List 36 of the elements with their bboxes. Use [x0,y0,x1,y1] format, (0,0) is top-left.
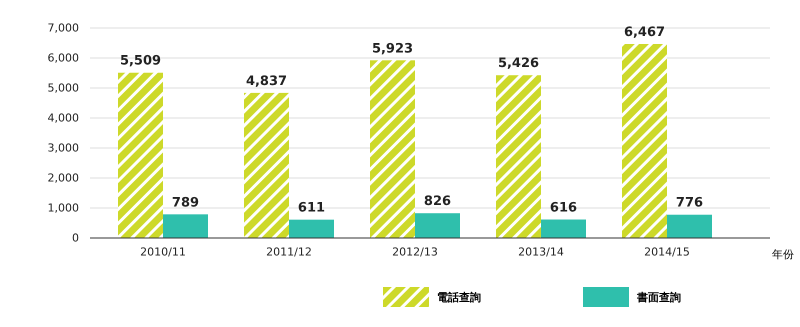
x-tick-label: 2013/14 [518,245,564,258]
data-label: 616 [550,200,578,216]
bar [289,220,334,238]
bar [244,92,289,238]
bar [622,44,667,238]
y-tick-label: 3,000 [48,142,79,155]
bar [496,75,541,238]
y-tick-label: 0 [72,232,79,245]
x-axis-title: 年份 [772,248,794,261]
y-tick-label: 7,000 [48,22,79,35]
data-label: 5,426 [498,56,540,72]
data-label: 5,509 [120,54,162,69]
legend-label: 書面查詢 [636,291,681,304]
legend-label: 電話查詢 [437,291,481,304]
y-tick-label: 6,000 [48,52,79,65]
data-label: 6,467 [624,24,666,40]
data-label: 5,923 [372,41,414,56]
x-tick-label: 2011/12 [266,245,312,258]
data-label: 776 [676,196,704,211]
x-tick-label: 2012/13 [392,245,438,258]
bar [163,214,208,238]
y-tick-label: 4,000 [48,112,79,125]
x-tick-label: 2014/15 [644,245,690,258]
data-label: 611 [298,200,326,216]
bar [541,220,586,238]
bar [667,214,712,238]
y-tick-label: 5,000 [48,82,79,95]
y-tick-label: 2,000 [48,172,79,185]
x-tick-label: 2010/11 [140,245,186,258]
data-label: 789 [172,195,200,210]
bar [118,72,163,238]
data-label: 4,837 [246,74,288,89]
bar [415,213,460,238]
y-tick-label: 1,000 [48,202,79,215]
data-label: 826 [424,194,452,210]
bar [370,60,415,238]
